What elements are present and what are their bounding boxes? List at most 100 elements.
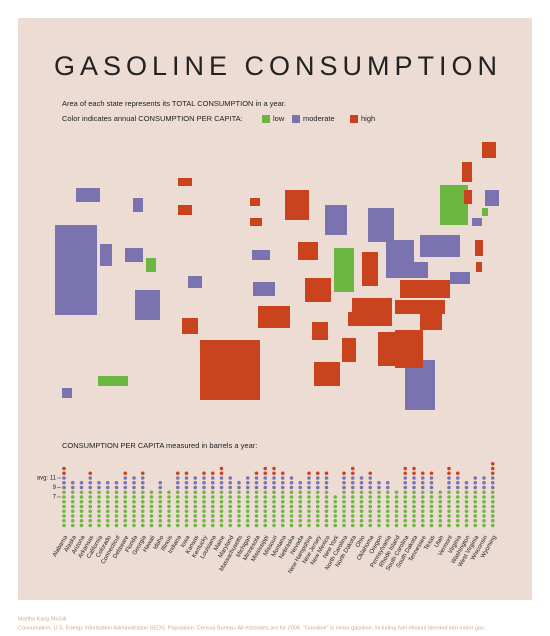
dot	[342, 485, 346, 490]
dot	[473, 499, 478, 504]
dot	[114, 495, 119, 499]
dot	[298, 504, 303, 509]
dot	[114, 523, 119, 528]
dot	[219, 480, 224, 485]
dot	[490, 490, 495, 495]
state-shape	[253, 282, 275, 296]
dot	[210, 495, 215, 499]
state-shape	[405, 360, 435, 410]
dot	[455, 485, 460, 490]
dot	[429, 518, 434, 523]
dot	[210, 514, 215, 518]
dot	[429, 504, 434, 509]
dot	[342, 471, 346, 476]
dot	[490, 461, 495, 466]
dot	[62, 485, 66, 490]
dot	[342, 504, 346, 509]
dot	[473, 504, 478, 509]
state-shape	[395, 330, 423, 368]
dot	[245, 499, 250, 504]
dot	[272, 495, 276, 499]
dot-column	[289, 476, 294, 528]
dot	[368, 504, 373, 509]
dot	[359, 518, 364, 523]
dot	[473, 514, 478, 518]
dot	[132, 480, 136, 485]
dot	[315, 485, 320, 490]
dot	[175, 523, 180, 528]
state-shape	[258, 306, 290, 328]
dot-column	[482, 476, 486, 528]
dot	[385, 490, 390, 495]
dot	[280, 523, 285, 528]
dot	[158, 504, 163, 509]
dot	[62, 490, 66, 495]
dot	[263, 518, 268, 523]
dot	[490, 495, 495, 499]
dot	[184, 480, 189, 485]
dot	[272, 471, 276, 476]
dot	[97, 518, 101, 523]
dot-column	[202, 471, 206, 528]
dot	[429, 499, 434, 504]
dot	[79, 480, 84, 485]
dot	[412, 495, 416, 499]
dot	[333, 504, 338, 509]
dot	[70, 518, 75, 523]
dot	[289, 514, 294, 518]
dot	[350, 476, 355, 480]
dot	[140, 495, 145, 499]
dot	[62, 499, 66, 504]
dot	[490, 466, 495, 471]
dot	[350, 499, 355, 504]
dot	[420, 485, 425, 490]
dot	[280, 514, 285, 518]
dot	[62, 495, 66, 499]
credit: Consumption: U.S. Energy Information Adm…	[18, 625, 486, 631]
dot	[245, 514, 250, 518]
dot	[359, 499, 364, 504]
dot	[350, 509, 355, 514]
dot	[447, 476, 451, 480]
dot	[149, 509, 154, 514]
dot	[490, 514, 495, 518]
dot	[184, 514, 189, 518]
dot	[237, 518, 241, 523]
dot	[123, 514, 128, 518]
dot-column	[158, 480, 163, 528]
dot	[193, 514, 198, 518]
dot	[254, 499, 259, 504]
dot	[447, 504, 451, 509]
dot	[88, 490, 93, 495]
dot	[447, 495, 451, 499]
dot	[298, 499, 303, 504]
dot-column	[464, 480, 469, 528]
dot	[140, 523, 145, 528]
dot	[167, 495, 171, 499]
dot	[175, 476, 180, 480]
dot	[315, 523, 320, 528]
dot	[420, 523, 425, 528]
dot	[403, 485, 408, 490]
dot-column	[167, 490, 171, 528]
dot	[149, 518, 154, 523]
dot	[210, 476, 215, 480]
dot	[114, 480, 119, 485]
dot	[158, 523, 163, 528]
dot	[482, 504, 486, 509]
dot-column	[79, 480, 84, 528]
legend-swatch	[262, 115, 270, 123]
state-shape	[178, 205, 192, 215]
dot	[79, 490, 84, 495]
dot	[184, 523, 189, 528]
dot	[377, 504, 381, 509]
dot	[70, 485, 75, 490]
dot	[377, 490, 381, 495]
dot	[473, 485, 478, 490]
dot	[70, 523, 75, 528]
dot	[342, 490, 346, 495]
dot	[254, 523, 259, 528]
dot	[464, 518, 469, 523]
dot	[298, 518, 303, 523]
